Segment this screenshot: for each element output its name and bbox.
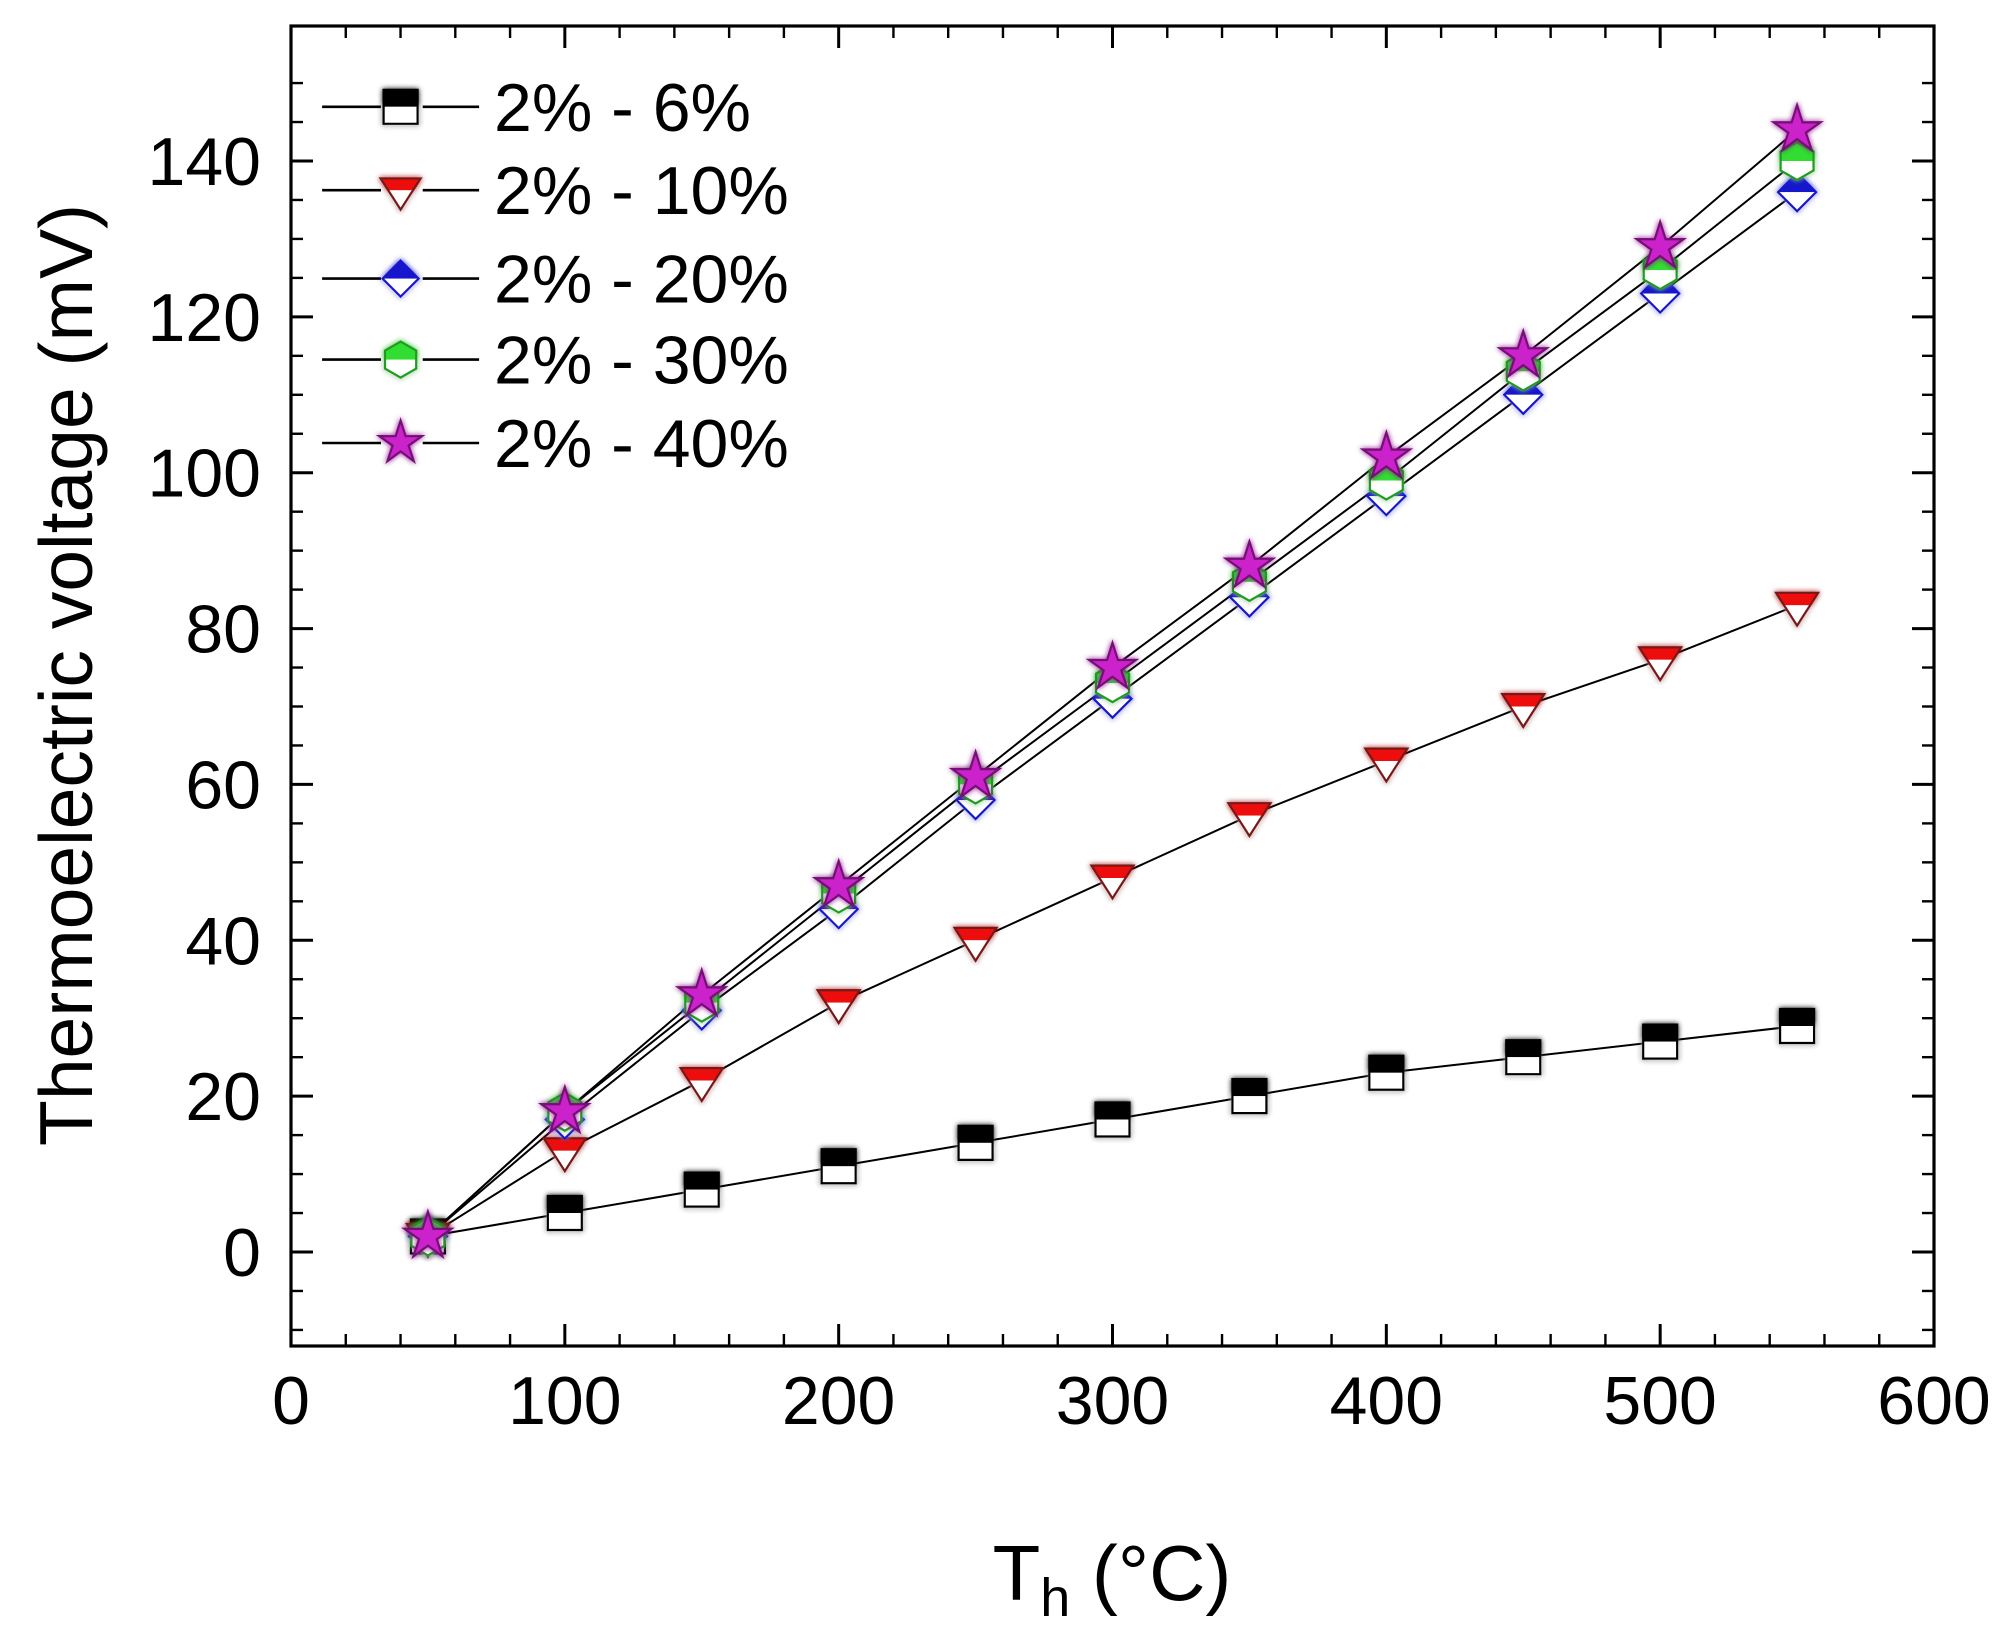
svg-text:80: 80 — [185, 592, 261, 668]
svg-text:100: 100 — [508, 1363, 621, 1439]
svg-text:2% - 30%: 2% - 30% — [494, 323, 789, 399]
svg-text:2% - 6%: 2% - 6% — [494, 70, 751, 146]
svg-text:100: 100 — [148, 436, 261, 512]
svg-text:140: 140 — [148, 124, 261, 200]
svg-text:500: 500 — [1603, 1363, 1716, 1439]
svg-text:Thermoelectric voltage (mV): Thermoelectric voltage (mV) — [24, 204, 108, 1146]
svg-text:2% - 20%: 2% - 20% — [494, 242, 789, 318]
svg-text:0: 0 — [272, 1363, 310, 1439]
svg-text:20: 20 — [185, 1059, 261, 1135]
svg-text:40: 40 — [185, 903, 261, 979]
svg-text:0: 0 — [223, 1215, 261, 1291]
svg-text:400: 400 — [1330, 1363, 1443, 1439]
svg-text:120: 120 — [148, 280, 261, 356]
svg-text:Th (°C): Th (°C) — [993, 1529, 1232, 1628]
svg-text:300: 300 — [1056, 1363, 1169, 1439]
svg-text:200: 200 — [782, 1363, 895, 1439]
svg-text:600: 600 — [1877, 1363, 1990, 1439]
svg-text:2% - 10%: 2% - 10% — [494, 153, 789, 229]
svg-text:2% - 40%: 2% - 40% — [494, 406, 789, 482]
svg-text:60: 60 — [185, 747, 261, 823]
